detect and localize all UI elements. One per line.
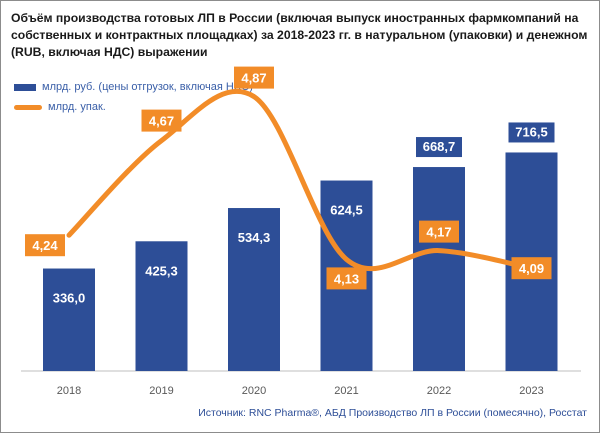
legend-label-rub: млрд. руб. (цены отгрузок, включая НДС)	[42, 81, 253, 93]
legend-label-packs: млрд. упак.	[48, 101, 106, 113]
line-label-2023: 4,09	[519, 261, 544, 276]
bar-2019	[135, 241, 188, 371]
line-label-2020: 4,87	[241, 71, 266, 86]
bar-label-2022: 668,7	[423, 139, 456, 154]
bar-label-2023: 716,5	[515, 124, 548, 139]
line-label-2021: 4,13	[334, 271, 359, 286]
x-tick-label-2023: 2023	[519, 385, 543, 397]
legend-item-packs: млрд. упак.	[14, 101, 106, 113]
bar-label-box-2023	[508, 122, 555, 143]
bar-label-2021: 624,5	[330, 203, 363, 218]
line-label-box-2023	[511, 257, 552, 280]
bar-2020	[228, 208, 280, 371]
line-label-box-2021	[326, 267, 367, 290]
line-label-2022: 4,17	[426, 225, 451, 240]
line-label-box-2018	[25, 234, 65, 257]
line-label-box-2022	[419, 220, 459, 243]
legend-item-rub: млрд. руб. (цены отгрузок, включая НДС)	[14, 81, 253, 93]
bar-label-2019: 425,3	[145, 263, 178, 278]
bar-2022	[413, 167, 465, 371]
bar-label-box-2022	[416, 137, 462, 158]
x-tick-label-2020: 2020	[242, 385, 266, 397]
bar-label-2018: 336,0	[53, 291, 86, 306]
bar-label-2020: 534,3	[238, 230, 271, 245]
x-tick-label-2018: 2018	[57, 385, 81, 397]
x-tick-label-2021: 2021	[334, 385, 358, 397]
x-tick-label-2022: 2022	[427, 385, 451, 397]
line-label-box-2020	[234, 66, 274, 89]
line-label-2019: 4,67	[149, 114, 174, 129]
legend-swatch-bar	[14, 83, 36, 91]
line-label-box-2019	[141, 109, 182, 132]
line-label-2018: 4,24	[32, 238, 58, 253]
bar-2018	[43, 268, 95, 371]
series-line-packs	[66, 88, 534, 272]
chart-title: Объём производства готовых ЛП в России (…	[11, 11, 588, 59]
source-note: Источник: RNC Pharma®, АБД Производство …	[198, 407, 587, 419]
legend-swatch-line	[14, 104, 42, 110]
x-tick-label-2019: 2019	[149, 385, 173, 397]
